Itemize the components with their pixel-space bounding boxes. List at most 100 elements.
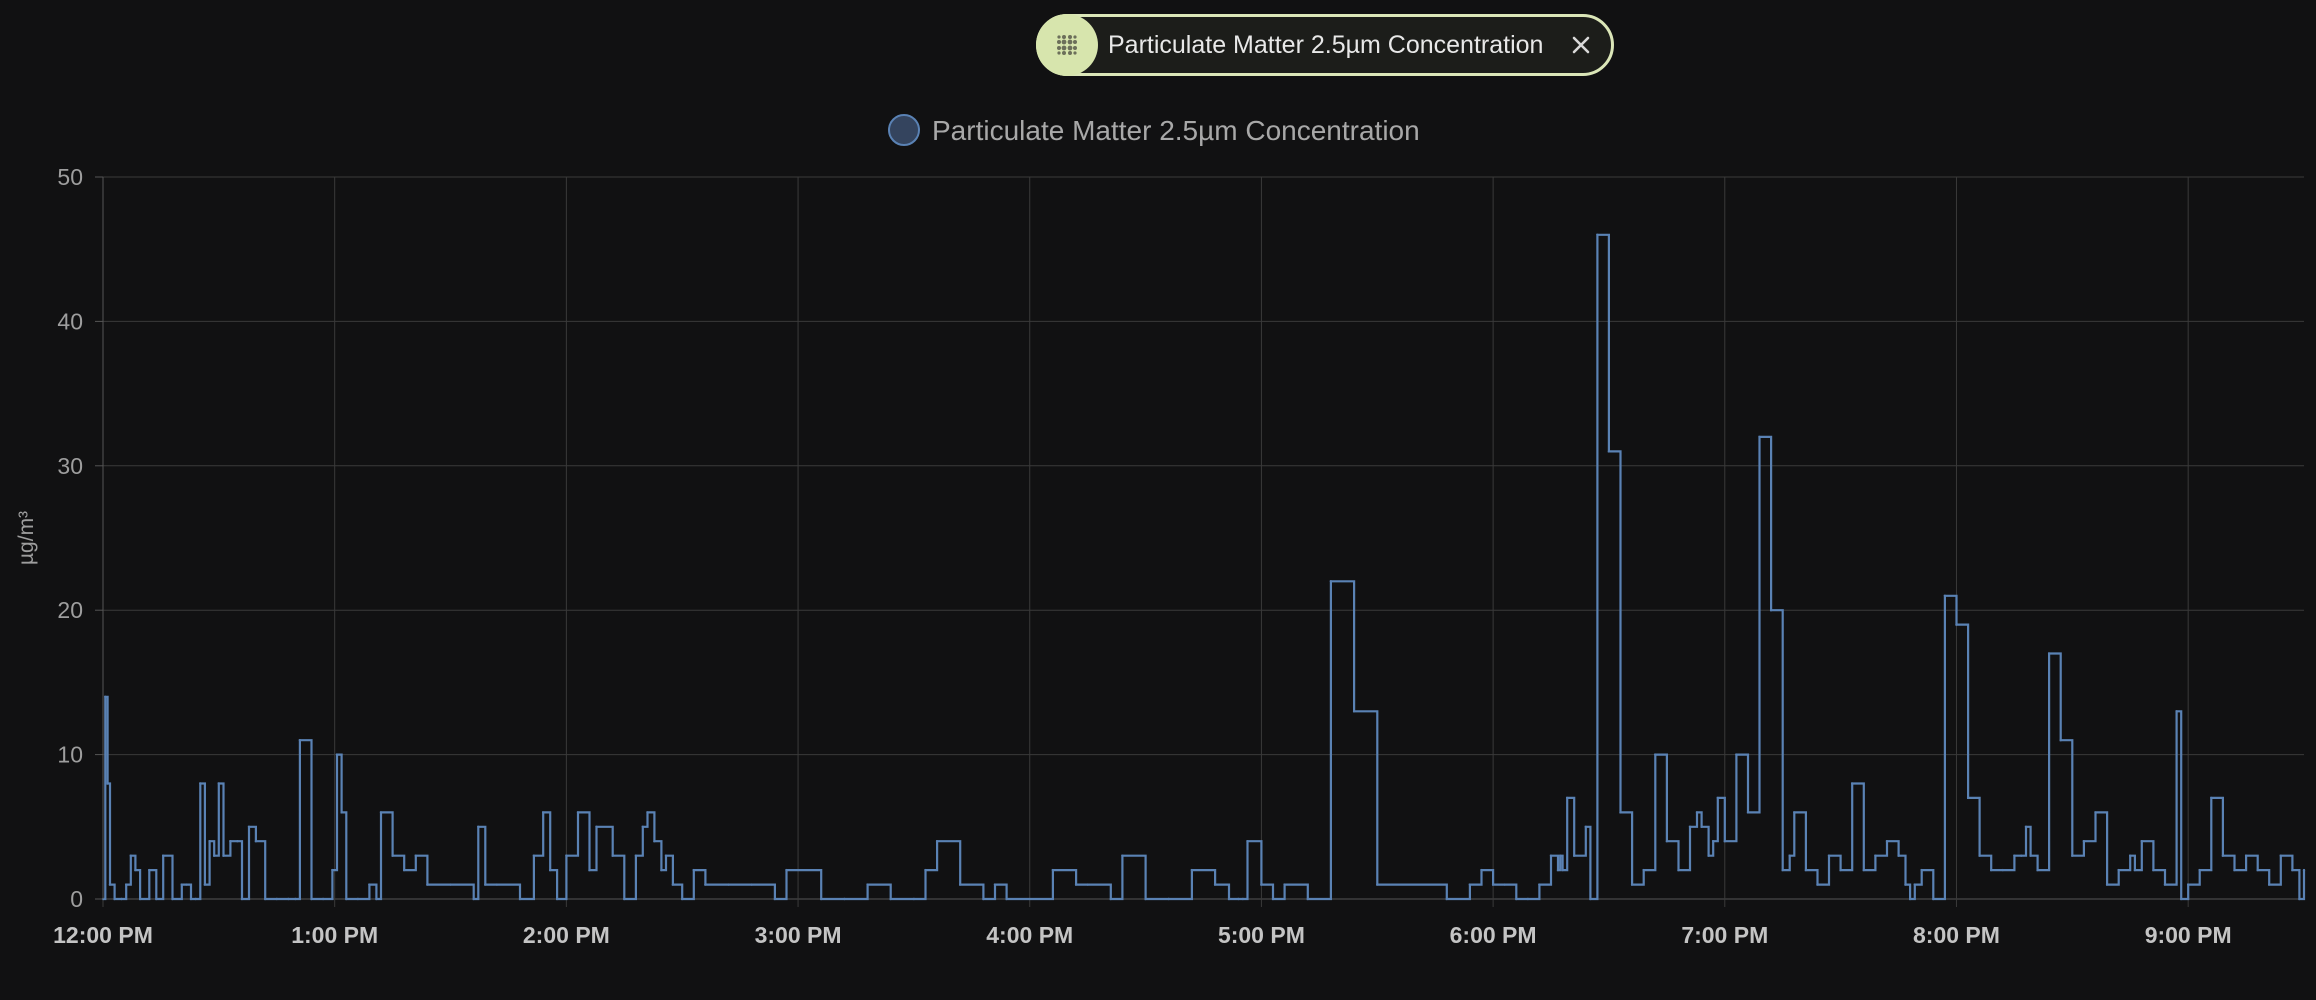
- data-point: [692, 868, 695, 872]
- data-point: [113, 897, 116, 901]
- data-point: [148, 868, 151, 872]
- x-tick-label: 3:00 PM: [755, 922, 842, 948]
- data-point: [106, 782, 109, 785]
- data-point: [1213, 883, 1217, 886]
- data-point: [1695, 811, 1699, 814]
- data-point: [368, 883, 371, 886]
- data-point: [1943, 594, 1947, 597]
- data-point: [1827, 854, 1831, 857]
- data-point: [1707, 854, 1710, 857]
- data-point: [1885, 840, 1889, 843]
- chart-series: [101, 233, 2306, 901]
- data-point: [532, 854, 536, 857]
- data-point: [1769, 609, 1773, 612]
- data-point: [1966, 796, 1970, 800]
- data-point: [477, 825, 480, 828]
- data-point: [1897, 854, 1900, 857]
- data-point: [1246, 840, 1249, 843]
- data-point: [1109, 897, 1113, 901]
- data-point: [403, 868, 406, 872]
- series-line-0: [103, 233, 2306, 901]
- y-tick-label: 20: [57, 597, 83, 623]
- data-point: [1723, 840, 1727, 843]
- data-point: [1746, 811, 1750, 814]
- data-point: [229, 840, 232, 843]
- data-point: [1566, 796, 1569, 800]
- data-point: [321, 897, 325, 901]
- data-point: [2187, 883, 2190, 886]
- data-point: [1121, 854, 1124, 857]
- data-point: [275, 897, 278, 901]
- data-point: [310, 897, 313, 901]
- data-point: [671, 883, 675, 886]
- data-point: [843, 897, 846, 901]
- data-point: [335, 753, 339, 756]
- entity-chip[interactable]: Particulate Matter 2.5µm Concentration: [1036, 14, 1614, 76]
- data-point: [959, 883, 962, 886]
- x-tick-label: 9:00 PM: [2145, 922, 2232, 948]
- legend-swatch[interactable]: [888, 114, 920, 146]
- data-point: [298, 739, 302, 742]
- data-point: [1781, 868, 1784, 872]
- data-point: [240, 897, 244, 901]
- chart-legend[interactable]: Particulate Matter 2.5µm Concentration: [888, 114, 1420, 146]
- x-tick-label: 2:00 PM: [523, 922, 610, 948]
- data-point: [189, 897, 193, 901]
- data-point: [264, 897, 267, 901]
- chip-label: Particulate Matter 2.5µm Concentration: [1108, 30, 1544, 59]
- x-tick-label: 6:00 PM: [1450, 922, 1537, 948]
- data-point: [681, 897, 684, 901]
- data-point: [1955, 623, 1958, 626]
- data-point: [2180, 897, 2183, 901]
- data-point: [1904, 883, 1907, 886]
- data-point: [982, 897, 985, 901]
- data-point: [495, 883, 499, 886]
- data-point: [2198, 868, 2201, 872]
- data-point: [924, 868, 927, 872]
- data-point: [345, 897, 348, 901]
- x-tick-label: 8:00 PM: [1913, 922, 2000, 948]
- data-point: [1491, 883, 1495, 886]
- data-point: [2244, 854, 2248, 857]
- data-point: [391, 854, 394, 857]
- data-point: [375, 897, 378, 901]
- data-point: [1596, 233, 1599, 236]
- data-point: [331, 868, 334, 872]
- data-point: [565, 854, 568, 857]
- data-point: [213, 854, 216, 857]
- data-point: [449, 883, 452, 886]
- data-point: [1573, 854, 1576, 857]
- close-icon[interactable]: [1561, 25, 1601, 65]
- data-point: [1005, 897, 1008, 901]
- data-point: [1241, 897, 1245, 901]
- data-point: [356, 897, 360, 901]
- data-point: [785, 868, 788, 872]
- data-point: [1271, 897, 1275, 901]
- data-point: [1260, 883, 1263, 886]
- data-point: [2047, 652, 2051, 655]
- x-tick-label: 12:00 PM: [53, 922, 153, 948]
- data-point: [1665, 840, 1669, 843]
- data-point: [1630, 883, 1634, 886]
- data-point: [549, 868, 552, 872]
- data-point: [1538, 883, 1541, 886]
- data-point: [1051, 868, 1055, 872]
- data-point: [2094, 811, 2097, 814]
- data-point: [1642, 868, 1645, 872]
- data-point: [1735, 753, 1738, 756]
- data-point: [1677, 868, 1680, 872]
- data-point: [162, 854, 165, 857]
- y-tick-label: 30: [57, 453, 83, 479]
- data-point: [588, 868, 591, 872]
- data-point: [555, 897, 559, 901]
- data-point: [1503, 883, 1506, 886]
- legend-label[interactable]: Particulate Matter 2.5µm Concentration: [932, 115, 1420, 146]
- data-point: [194, 897, 197, 901]
- data-point: [750, 883, 753, 886]
- data-point: [1445, 897, 1449, 901]
- data-point: [2163, 883, 2167, 886]
- data-point: [185, 883, 188, 886]
- data-point: [1306, 897, 1310, 901]
- data-point: [2298, 897, 2301, 901]
- data-point: [820, 897, 823, 901]
